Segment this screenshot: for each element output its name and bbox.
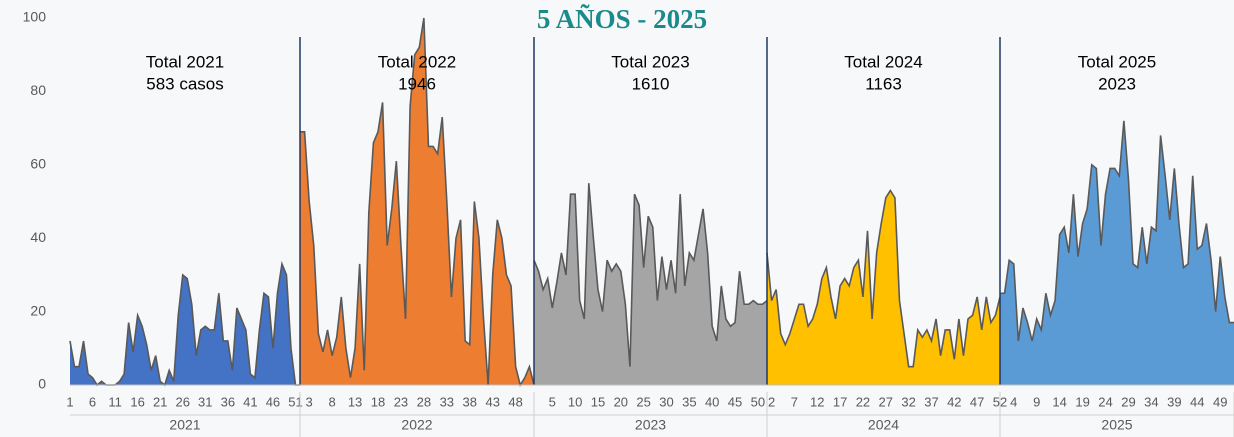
x-tick-label: 15	[591, 394, 605, 409]
line	[533, 183, 768, 367]
x-tick-label: 31	[198, 394, 212, 409]
x-tick-label: 33	[440, 394, 454, 409]
x-tick-label: 21	[153, 394, 167, 409]
year-label: 2024	[868, 417, 899, 433]
x-tick-label: 45	[728, 394, 742, 409]
x-tick-label: 25	[636, 394, 650, 409]
total-annotation: Total 2023	[611, 52, 689, 71]
total-annotation: Total 2022	[378, 52, 456, 71]
x-tick-label: 8	[329, 394, 336, 409]
line	[1000, 120, 1234, 342]
x-tick-label: 27	[879, 394, 893, 409]
x-tick-label: 43	[485, 394, 499, 409]
x-tick-label: 9	[1033, 394, 1040, 409]
year-label: 2023	[635, 417, 666, 433]
x-tick-label: 51	[288, 394, 302, 409]
total-annotation: 1610	[632, 74, 670, 93]
x-tick-label: 17	[833, 394, 847, 409]
x-tick-label: 7	[791, 394, 798, 409]
x-tick-label: 29	[1121, 394, 1135, 409]
y-tick-label: 80	[30, 82, 46, 98]
x-tick-label: 20	[614, 394, 628, 409]
x-tick-label: 34	[1144, 394, 1158, 409]
year-label: 2021	[169, 417, 200, 433]
x-tick-label: 6	[89, 394, 96, 409]
x-tick-label: 32	[901, 394, 915, 409]
x-tick-label: 2	[768, 394, 775, 409]
total-annotation: Total 2025	[1078, 52, 1156, 71]
x-tick-label: 13	[348, 394, 362, 409]
year-label: 2022	[401, 417, 432, 433]
x-tick-label: 46	[266, 394, 280, 409]
x-tick-label: 12	[810, 394, 824, 409]
x-tick-label: 14	[1052, 394, 1066, 409]
area	[70, 263, 300, 385]
x-tick-label: 37	[924, 394, 938, 409]
line	[300, 17, 535, 388]
year-label: 2025	[1101, 417, 1132, 433]
x-tick-label: 1	[66, 394, 73, 409]
x-tick-label: 40	[705, 394, 719, 409]
x-tick-label: 35	[682, 394, 696, 409]
area	[767, 190, 1000, 385]
line	[766, 188, 1001, 368]
total-annotation: Total 2024	[844, 52, 922, 71]
y-tick-label: 60	[30, 156, 46, 172]
x-tick-label: 44	[1190, 394, 1204, 409]
x-tick-label: 11	[108, 394, 122, 409]
x-tick-label: 47	[970, 394, 984, 409]
total-annotation: Total 2021	[146, 52, 224, 71]
x-tick-label: 5	[549, 394, 556, 409]
x-tick-label: 4	[1010, 394, 1017, 409]
total-annotation: 1946	[398, 74, 436, 93]
x-tick-label: 50	[751, 394, 765, 409]
x-tick-label: 22	[856, 394, 870, 409]
y-tick-label: 100	[23, 9, 47, 25]
x-tick-label: 16	[130, 394, 144, 409]
total-annotation: 1163	[865, 74, 902, 93]
x-tick-label: 42	[947, 394, 961, 409]
x-tick-label: 28	[417, 394, 431, 409]
x-tick-label: 24	[1098, 394, 1112, 409]
y-tick-label: 20	[30, 302, 46, 318]
x-tick-label: 3	[306, 394, 313, 409]
total-annotation: 2023	[1098, 74, 1136, 93]
x-tick-label: 49	[1213, 394, 1227, 409]
x-tick-label: 41	[243, 394, 257, 409]
x-tick-label: 26	[176, 394, 190, 409]
x-tick-label: 19	[1075, 394, 1089, 409]
x-tick-label: 38	[463, 394, 477, 409]
x-tick-label: 48	[508, 394, 522, 409]
x-tick-label: 39	[1167, 394, 1181, 409]
total-annotation: 583 casos	[146, 74, 224, 93]
x-tick-label: 18	[371, 394, 385, 409]
x-tick-label: 30	[659, 394, 673, 409]
x-tick-label: 10	[568, 394, 582, 409]
chart-title: 5 AÑOS - 2025	[537, 4, 707, 34]
y-tick-label: 0	[38, 376, 46, 392]
x-tick-label: 36	[221, 394, 235, 409]
x-tick-label: 23	[394, 394, 408, 409]
y-tick-label: 40	[30, 229, 46, 245]
